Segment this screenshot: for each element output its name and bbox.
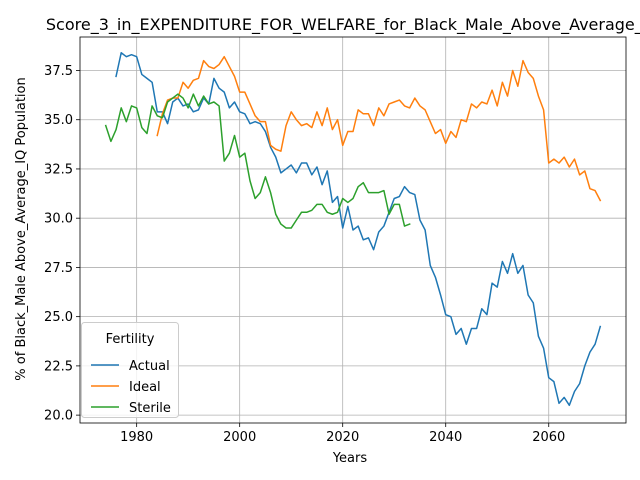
y-tick-label: 25.0 <box>44 310 73 325</box>
x-tick-label: 1980 <box>120 430 153 445</box>
x-axis-ticks: 1980 2000 2020 2040 2060 <box>120 423 565 445</box>
plot-area-frame <box>79 36 627 424</box>
x-axis-label: Years <box>332 451 368 466</box>
legend-label-ideal: Ideal <box>129 380 161 395</box>
y-tick-label: 32.5 <box>44 162 73 177</box>
series-line-actual <box>115 52 602 407</box>
legend-label-actual: Actual <box>129 359 170 374</box>
y-tick-label: 30.0 <box>44 212 73 227</box>
y-tick-label: 35.0 <box>44 113 73 128</box>
chart-title: Score_3_in_EXPENDITURE_FOR_WELFARE_for_B… <box>46 15 640 35</box>
legend-title: Fertility <box>106 332 155 347</box>
y-axis-ticks: 20.0 22.5 25.0 27.5 30.0 32.5 35.0 37.5 <box>44 64 80 424</box>
y-tick-label: 37.5 <box>44 64 73 79</box>
y-tick-label: 27.5 <box>44 261 73 276</box>
y-tick-label: 22.5 <box>44 359 73 374</box>
legend-box <box>81 322 179 418</box>
series-lines <box>104 52 602 407</box>
legend-label-sterile: Sterile <box>129 401 171 416</box>
series-line-sterile <box>104 93 411 229</box>
x-tick-label: 2060 <box>532 430 565 445</box>
y-axis-label: % of Black_Male Above_Average_IQ Populat… <box>14 77 29 380</box>
series-line-ideal <box>156 55 602 202</box>
legend: Fertility Actual Ideal Sterile <box>81 322 179 418</box>
grid <box>80 37 626 423</box>
x-tick-label: 2000 <box>223 430 256 445</box>
y-tick-label: 20.0 <box>44 409 73 424</box>
x-tick-label: 2020 <box>326 430 359 445</box>
x-tick-label: 2040 <box>429 430 462 445</box>
